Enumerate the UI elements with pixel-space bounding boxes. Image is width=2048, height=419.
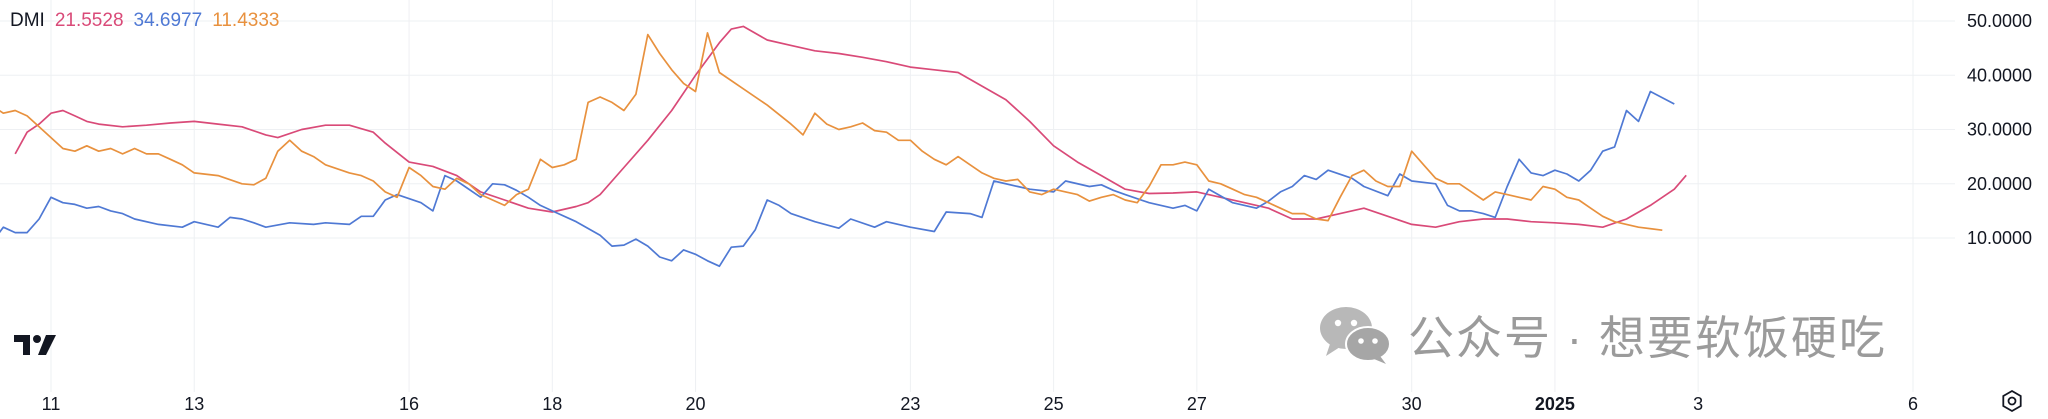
x-tick-label: 3	[1693, 394, 1703, 414]
price-axis[interactable]: 50.0000 40.0000 30.0000 20.0000 10.0000	[1967, 11, 2032, 248]
y-tick-label: 50.0000	[1967, 11, 2032, 31]
y-tick-label: 30.0000	[1967, 120, 2032, 140]
watermark: 公众号 · 想要软饭硬吃	[1318, 302, 1887, 368]
series-line-minus-di	[0, 32, 1663, 232]
x-tick-label: 2025	[1535, 394, 1575, 414]
series-lines	[0, 25, 1687, 268]
legend-value-adx: 21.5528	[54, 10, 124, 31]
wechat-icon	[1320, 307, 1391, 364]
x-tick-label: 20	[686, 394, 706, 414]
y-tick-label: 20.0000	[1967, 174, 2032, 194]
legend-value-plus-di: 34.6977	[133, 10, 203, 31]
x-tick-label: 30	[1402, 394, 1422, 414]
watermark-text: 公众号 · 想要软饭硬吃	[1408, 312, 1887, 364]
tradingview-logo-icon[interactable]	[14, 333, 60, 362]
x-tick-label: 6	[1908, 394, 1918, 414]
legend-value-minus-di: 11.4333	[212, 10, 280, 31]
legend-indicator-name: DMI	[10, 10, 45, 31]
series-line-adx	[14, 25, 1687, 229]
x-tick-label: 13	[184, 394, 204, 414]
x-tick-label: 23	[900, 394, 920, 414]
x-tick-label: 27	[1187, 394, 1207, 414]
settings-icon[interactable]	[2000, 389, 2024, 418]
x-tick-label: 18	[542, 394, 562, 414]
x-tick-label: 16	[399, 394, 419, 414]
time-axis[interactable]: 11 13 16 18 20 23 25 27 30 2025 3 6	[42, 394, 1918, 414]
grid-lines	[0, 0, 1955, 392]
series-line-plus-di	[0, 90, 1675, 268]
x-tick-label: 11	[42, 394, 61, 414]
y-tick-label: 10.0000	[1967, 228, 2032, 248]
y-tick-label: 40.0000	[1967, 65, 2032, 85]
indicator-legend[interactable]: DMI 21.5528 34.6977 11.4333	[10, 10, 279, 32]
x-tick-label: 25	[1044, 394, 1064, 414]
